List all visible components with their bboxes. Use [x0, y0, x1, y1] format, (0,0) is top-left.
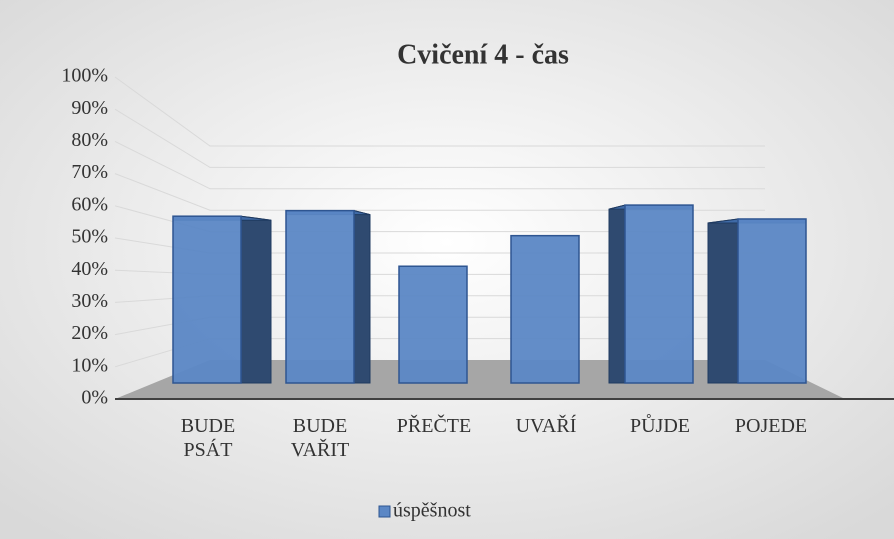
- y-tick-label: 40%: [71, 258, 108, 280]
- chart-title: Cvičení 4 - čas: [397, 39, 569, 70]
- legend-swatch: [378, 505, 391, 518]
- bar-side: [240, 215, 272, 384]
- x-tick-label: UVAŘÍ: [515, 415, 577, 437]
- y-tick-label: 30%: [71, 290, 108, 312]
- grid-line: [114, 108, 765, 168]
- bar: [398, 265, 468, 384]
- y-tick-label: 0%: [81, 387, 108, 409]
- y-tick-label: 90%: [71, 97, 108, 119]
- x-tick-label: PŘEČTE: [396, 415, 472, 437]
- grid-line: [114, 140, 765, 190]
- legend-label: úspěšnost: [393, 500, 471, 522]
- y-tick-label: 50%: [71, 226, 108, 248]
- bar-side: [353, 209, 371, 384]
- x-tick-label: BUDE VAŘIT: [290, 415, 350, 461]
- x-tick-label: BUDE PSÁT: [180, 415, 236, 461]
- y-tick-label: 70%: [71, 161, 108, 183]
- y-tick-label: 20%: [71, 322, 108, 344]
- x-tick-label: PŮJDE: [629, 415, 690, 437]
- bar-side: [707, 218, 739, 384]
- bar: [172, 215, 242, 384]
- bar: [510, 234, 580, 384]
- bar-side: [608, 204, 626, 384]
- bar: [737, 218, 807, 384]
- y-tick-label: 80%: [71, 129, 108, 151]
- y-tick-label: 100%: [61, 65, 108, 87]
- grid-line: [114, 76, 765, 147]
- grid-line: [114, 173, 765, 211]
- bar: [624, 204, 694, 384]
- y-tick-label: 60%: [71, 193, 108, 215]
- x-tick-label: POJEDE: [734, 415, 808, 437]
- y-tick-label: 10%: [71, 354, 108, 376]
- bar: [285, 209, 355, 384]
